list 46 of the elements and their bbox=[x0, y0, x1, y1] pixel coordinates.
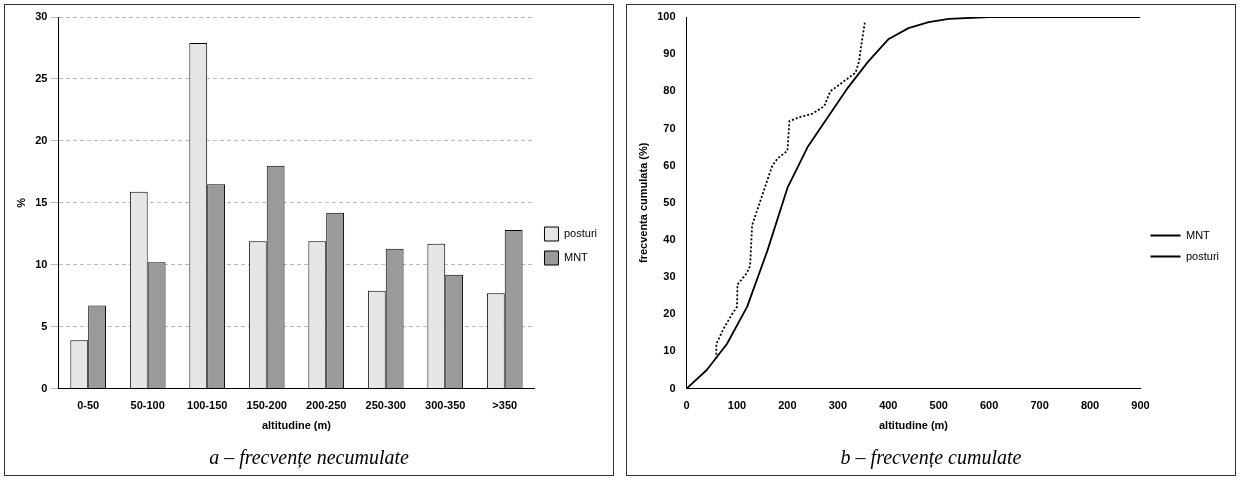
y-tick-label: 20 bbox=[35, 133, 48, 146]
y-tick-label: 25 bbox=[35, 71, 48, 84]
y-tick-label: 5 bbox=[41, 319, 48, 332]
x-tick-label: 50-100 bbox=[130, 399, 165, 412]
y-tick-label: 60 bbox=[663, 158, 676, 171]
x-axis-title: altitudine (m) bbox=[261, 419, 332, 432]
x-tick-label: 900 bbox=[1131, 399, 1150, 412]
x-tick-label: 0-50 bbox=[77, 399, 100, 412]
x-tick-label: 0 bbox=[683, 399, 690, 412]
x-tick-label: 700 bbox=[1030, 399, 1049, 412]
y-tick-label: 0 bbox=[41, 381, 48, 394]
x-axis-title: altitudine (m) bbox=[878, 419, 949, 432]
legend-label: MNT bbox=[563, 251, 589, 264]
y-tick-label: 10 bbox=[663, 344, 676, 357]
x-tick-label: 200 bbox=[778, 399, 797, 412]
x-tick-label: 250-300 bbox=[365, 399, 406, 412]
legend-label: posturi bbox=[1185, 249, 1220, 262]
y-tick-label: 40 bbox=[663, 232, 676, 245]
y-tick-label: 50 bbox=[663, 195, 676, 208]
y-tick-label: 30 bbox=[35, 10, 48, 23]
y-tick-label: 15 bbox=[35, 195, 48, 208]
x-tick-label: 100 bbox=[727, 399, 747, 412]
legend-label: MNT bbox=[1185, 228, 1211, 241]
y-axis-title: % bbox=[14, 197, 27, 208]
y-tick-label: 80 bbox=[663, 84, 676, 97]
y-tick-label: 90 bbox=[663, 47, 676, 60]
x-tick-label: >350 bbox=[492, 399, 518, 412]
x-tick-label: 500 bbox=[929, 399, 948, 412]
y-tick-label: 0 bbox=[669, 381, 676, 394]
text: a – frecvențe necumulate bbox=[209, 446, 409, 470]
y-tick-label: 70 bbox=[663, 121, 676, 134]
y-axis-title: frecventa cumulata (%) bbox=[636, 142, 649, 264]
x-tick-label: 100-150 bbox=[187, 399, 228, 412]
y-tick-label: 20 bbox=[663, 307, 676, 320]
y-tick-label: 100 bbox=[657, 10, 676, 23]
y-tick-label: 10 bbox=[35, 257, 48, 270]
x-tick-label: 600 bbox=[979, 399, 999, 412]
x-tick-label: 300-350 bbox=[425, 399, 466, 412]
x-tick-label: 150-200 bbox=[246, 399, 287, 412]
x-tick-label: 300 bbox=[828, 399, 848, 412]
text: b – frecvențe cumulate bbox=[840, 446, 1022, 470]
x-tick-label: 800 bbox=[1080, 399, 1100, 412]
x-tick-label: 200-250 bbox=[306, 399, 347, 412]
legend-label: posturi bbox=[563, 227, 598, 240]
y-tick-label: 30 bbox=[663, 270, 676, 283]
x-tick-label: 400 bbox=[879, 399, 898, 412]
